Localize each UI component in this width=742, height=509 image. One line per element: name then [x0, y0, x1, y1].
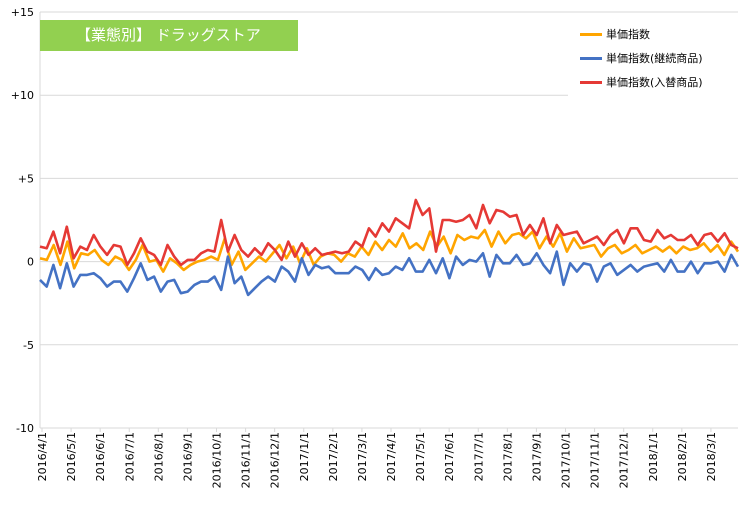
- legend-item-replacement: 単価指数(入替商品): [580, 72, 703, 92]
- y-tick-label: +5: [18, 172, 34, 185]
- y-tick-label: -10: [16, 422, 34, 435]
- chart-title: 【業態別】 ドラッグストア: [40, 20, 298, 51]
- legend-label-unit-price: 単価指数: [606, 28, 650, 41]
- x-tick-label: 2017/4/1: [385, 432, 398, 481]
- legend-label-continuing: 単価指数(継続商品): [606, 52, 703, 65]
- x-tick-label: 2016/9/1: [181, 432, 194, 481]
- x-tick-label: 2017/9/1: [530, 432, 543, 481]
- x-tick-label: 2016/4/1: [36, 432, 49, 481]
- y-tick-label: +10: [11, 89, 34, 102]
- x-tick-label: 2018/2/1: [676, 432, 689, 481]
- x-tick-label: 2017/11/1: [589, 432, 602, 488]
- x-tick-label: 2016/8/1: [152, 432, 165, 481]
- x-axis: 2016/4/1 2016/5/1 2016/6/1 2016/7/1 2016/8/1…: [36, 428, 718, 488]
- series-line-0: [39, 228, 740, 273]
- x-tick-label: 2016/12/1: [269, 432, 282, 488]
- x-tick-label: 2017/10/1: [560, 432, 573, 488]
- legend-label-replacement: 単価指数(入替商品): [606, 76, 703, 89]
- x-tick-label: 2017/2/1: [327, 432, 340, 481]
- x-tick-label: 2017/1/1: [298, 432, 311, 481]
- x-tick-label: 2017/6/1: [443, 432, 456, 481]
- x-tick-label: 2016/10/1: [211, 432, 224, 488]
- y-tick-label: +15: [11, 6, 34, 19]
- legend-item-continuing: 単価指数(継続商品): [580, 48, 703, 68]
- x-tick-label: 2018/3/1: [705, 432, 718, 481]
- legend: 単価指数 単価指数(継続商品) 単価指数(入替商品): [568, 16, 738, 96]
- x-tick-label: 2018/1/1: [647, 432, 660, 481]
- x-tick-label: 2017/5/1: [414, 432, 427, 481]
- legend-swatch-replacement: [580, 80, 602, 84]
- x-tick-label: 2016/6/1: [94, 432, 107, 481]
- series-lines: [39, 198, 740, 297]
- x-tick-label: 2017/7/1: [472, 432, 485, 481]
- y-tick-label: -5: [23, 339, 34, 352]
- series-line-1: [39, 250, 740, 297]
- y-tick-label: 0: [27, 256, 34, 269]
- x-tick-label: 2017/8/1: [501, 432, 514, 481]
- series-line-2: [39, 198, 739, 267]
- x-tick-label: 2016/11/1: [240, 432, 253, 488]
- y-axis: +15 +10 +5 0 -5 -10: [11, 6, 41, 435]
- x-tick-label: 2016/5/1: [65, 432, 78, 481]
- x-tick-label: 2017/12/1: [618, 432, 631, 488]
- legend-item-unit-price: 単価指数: [580, 24, 650, 44]
- x-tick-label: 2017/3/1: [356, 432, 369, 481]
- legend-swatch-unit-price: [580, 32, 602, 36]
- legend-swatch-continuing: [580, 56, 602, 60]
- x-tick-label: 2016/7/1: [123, 432, 136, 481]
